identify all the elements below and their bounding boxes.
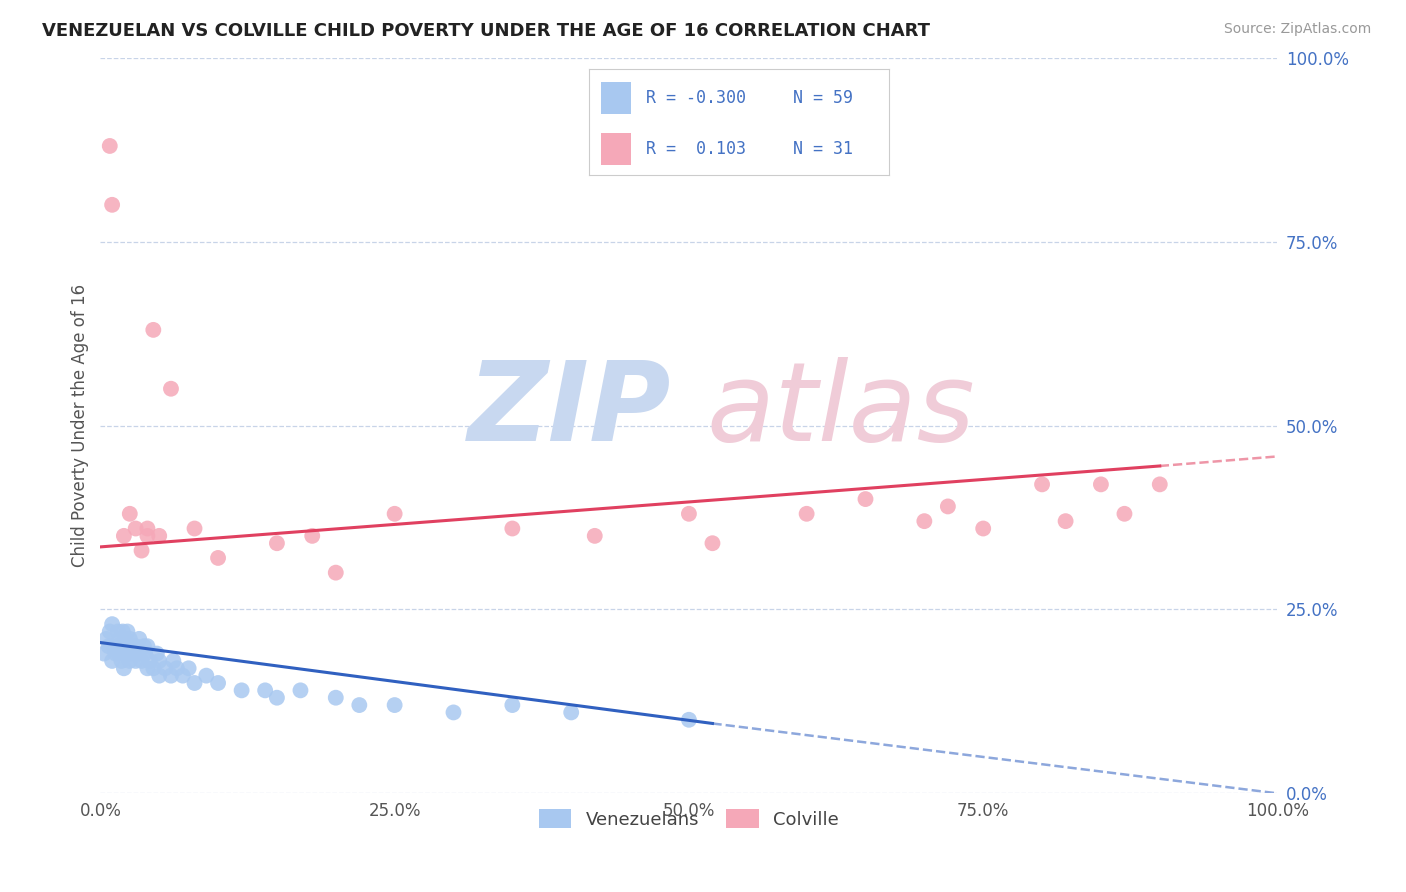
Point xyxy=(325,566,347,580)
Point xyxy=(254,683,277,698)
Point xyxy=(160,382,183,396)
Point xyxy=(1090,477,1112,491)
Point xyxy=(501,521,523,535)
Point xyxy=(107,639,129,653)
Point xyxy=(1149,477,1171,491)
Point xyxy=(148,654,170,668)
Point xyxy=(1114,507,1136,521)
Point xyxy=(148,529,170,543)
Point xyxy=(153,661,176,675)
Point xyxy=(115,639,138,653)
Point xyxy=(266,690,288,705)
Point xyxy=(98,139,121,153)
Point xyxy=(855,492,877,507)
Text: atlas: atlas xyxy=(707,358,976,465)
Point xyxy=(114,632,136,646)
Point xyxy=(972,521,994,535)
Point xyxy=(112,529,135,543)
Point xyxy=(501,698,523,712)
Point xyxy=(183,521,205,535)
Point xyxy=(112,661,135,675)
Point xyxy=(117,647,139,661)
Point xyxy=(131,543,153,558)
Point xyxy=(108,647,131,661)
Point xyxy=(301,529,323,543)
Point xyxy=(131,654,153,668)
Point xyxy=(160,668,183,682)
Point xyxy=(290,683,312,698)
Point xyxy=(124,521,146,535)
Point xyxy=(195,668,218,682)
Point xyxy=(110,632,132,646)
Point xyxy=(796,507,818,521)
Point xyxy=(146,647,169,661)
Point xyxy=(103,639,125,653)
Point xyxy=(172,668,194,682)
Point xyxy=(177,661,200,675)
Point xyxy=(134,647,156,661)
Point xyxy=(207,676,229,690)
Point xyxy=(127,647,149,661)
Point xyxy=(142,323,165,337)
Point xyxy=(678,507,700,521)
Point xyxy=(104,647,127,661)
Point xyxy=(1031,477,1053,491)
Text: ZIP: ZIP xyxy=(468,358,671,465)
Text: VENEZUELAN VS COLVILLE CHILD POVERTY UNDER THE AGE OF 16 CORRELATION CHART: VENEZUELAN VS COLVILLE CHILD POVERTY UND… xyxy=(42,22,931,40)
Point xyxy=(128,632,150,646)
Point xyxy=(96,632,118,646)
Point xyxy=(110,654,132,668)
Point xyxy=(142,661,165,675)
Point xyxy=(101,654,124,668)
Point xyxy=(384,507,406,521)
Point xyxy=(121,639,143,653)
Point xyxy=(678,713,700,727)
Point xyxy=(136,661,159,675)
Point xyxy=(207,550,229,565)
Point xyxy=(162,654,184,668)
Point xyxy=(1054,514,1077,528)
Point xyxy=(136,639,159,653)
Point xyxy=(325,690,347,705)
Point xyxy=(166,661,188,675)
Point xyxy=(111,624,134,639)
Point xyxy=(117,624,139,639)
Point xyxy=(183,676,205,690)
Point xyxy=(118,507,141,521)
Point xyxy=(560,706,582,720)
Y-axis label: Child Poverty Under the Age of 16: Child Poverty Under the Age of 16 xyxy=(72,284,89,567)
Point xyxy=(136,529,159,543)
Point xyxy=(110,639,132,653)
Point xyxy=(231,683,253,698)
Point xyxy=(266,536,288,550)
Point xyxy=(93,647,115,661)
Point xyxy=(101,617,124,632)
Point xyxy=(384,698,406,712)
Point xyxy=(122,647,145,661)
Point xyxy=(583,529,606,543)
Point xyxy=(97,639,120,653)
Point xyxy=(124,654,146,668)
Point xyxy=(136,521,159,535)
Point xyxy=(139,654,162,668)
Point xyxy=(936,500,959,514)
Point xyxy=(349,698,371,712)
Legend: Venezuelans, Colville: Venezuelans, Colville xyxy=(531,802,846,836)
Point xyxy=(101,198,124,212)
Point xyxy=(118,654,141,668)
Point xyxy=(132,639,155,653)
Point xyxy=(98,624,121,639)
Point xyxy=(118,632,141,646)
Point xyxy=(443,706,465,720)
Point xyxy=(124,639,146,653)
Text: Source: ZipAtlas.com: Source: ZipAtlas.com xyxy=(1223,22,1371,37)
Point xyxy=(148,668,170,682)
Point xyxy=(912,514,935,528)
Point xyxy=(702,536,724,550)
Point xyxy=(112,647,135,661)
Point xyxy=(107,624,129,639)
